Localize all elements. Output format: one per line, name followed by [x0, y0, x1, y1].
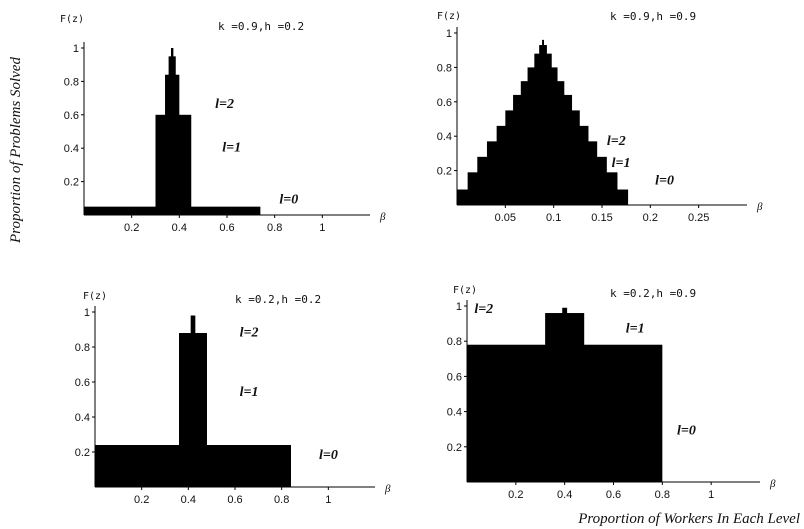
panel-2: 0.05 0.1 0.15 0.2 0.25 0.2 0.4 0.6 0.8 1 F(z) β k =0…: [437, 10, 763, 224]
step-bar: [190, 315, 196, 487]
level-label: l=2: [607, 134, 626, 149]
panel-3: 0.2 0.4 0.6 0.8 1 0.2 0.4 0.6 0.8 1 F(z) β k =0.2,h …: [75, 291, 391, 506]
x-tick-label: 0.6: [219, 222, 234, 234]
panel-4: 0.2 0.4 0.6 0.8 1 0.2 0.4 0.6 0.8 1 F(z) β k =0.2,h …: [447, 285, 776, 501]
x-tick-label: 0.4: [557, 489, 572, 501]
x-tick-label: 0.2: [124, 222, 139, 234]
x-tick-label: 0.6: [606, 489, 621, 501]
y-tick-label: 0.8: [75, 342, 90, 354]
y-tick-label: 1: [84, 307, 90, 319]
y-tick-label: 0.2: [437, 166, 452, 178]
param-label: k =0.9,h =0.9: [610, 10, 696, 23]
x-tick-label: 0.05: [495, 212, 516, 224]
level-label: l=2: [215, 97, 234, 112]
x-tick-label: 0.4: [172, 222, 187, 234]
y-tick-label: 0.4: [75, 412, 90, 424]
level-label: l=0: [655, 173, 674, 188]
level-label: l=1: [612, 156, 631, 171]
y-tick-label: 0.8: [447, 336, 462, 348]
y-axis-label: F(z): [83, 291, 107, 302]
x-tick-label: 0.2: [508, 489, 523, 501]
panel-1: 0.2 0.4 0.6 0.8 1 0.2 0.4 0.6 0.8 1 F(z) β k =0.9,h …: [60, 14, 386, 234]
x-tick-label: 0.8: [274, 494, 289, 506]
figure-y-label: Proportion of Problems Solved: [8, 57, 24, 244]
x-axis-label: β: [756, 201, 763, 213]
y-tick-label: 0.4: [64, 143, 79, 155]
x-axis-label: β: [384, 483, 391, 495]
x-tick-label: 0.2: [643, 212, 658, 224]
step-bar: [542, 39, 544, 205]
param-label: k =0.2,h =0.9: [610, 287, 696, 300]
x-axis-label: β: [379, 211, 386, 223]
y-tick-label: 0.2: [64, 177, 79, 189]
x-tick-label: 0.1: [546, 212, 561, 224]
level-label: l=1: [240, 385, 259, 400]
y-tick-label: 1: [73, 43, 79, 55]
level-label: l=0: [677, 423, 696, 438]
y-tick-label: 0.6: [447, 371, 462, 383]
y-tick-label: 0.6: [437, 97, 452, 109]
level-label: l=2: [474, 302, 493, 317]
level-label: l=0: [319, 448, 338, 463]
level-label: l=2: [240, 326, 259, 341]
y-tick-label: 0.2: [447, 442, 462, 454]
x-tick-label: 0.15: [591, 212, 612, 224]
x-axis-label: β: [769, 478, 776, 490]
x-tick-label: 0.8: [655, 489, 670, 501]
x-tick-label: 0.8: [267, 222, 282, 234]
y-tick-label: 0.6: [75, 377, 90, 389]
y-tick-label: 0.4: [447, 407, 462, 419]
y-tick-label: 0.4: [437, 131, 452, 143]
x-tick-label: 0.2: [134, 494, 149, 506]
figure-x-label: Proportion of Workers In Each Level: [577, 511, 800, 527]
y-axis-label: F(z): [453, 285, 477, 296]
y-tick-label: 0.8: [64, 76, 79, 88]
param-label: k =0.2,h =0.2: [235, 293, 321, 306]
x-tick-label: 1: [708, 489, 714, 501]
x-tick-label: 1: [325, 494, 331, 506]
y-tick-label: 1: [446, 28, 452, 40]
step-bar: [170, 48, 174, 215]
y-tick-label: 0.6: [64, 110, 79, 122]
step-bar: [562, 307, 568, 482]
x-tick-label: 0.25: [688, 212, 709, 224]
param-label: k =0.9,h =0.2: [218, 20, 304, 33]
y-axis-label: F(z): [437, 11, 461, 22]
level-label: l=1: [222, 141, 241, 156]
x-tick-label: 1: [319, 222, 325, 234]
level-label: l=0: [279, 192, 298, 207]
level-label: l=1: [626, 321, 645, 336]
y-tick-label: 0.8: [437, 62, 452, 74]
y-tick-label: 0.2: [75, 447, 90, 459]
x-tick-label: 0.6: [227, 494, 242, 506]
x-tick-label: 0.4: [181, 494, 196, 506]
y-tick-label: 1: [456, 301, 462, 313]
y-axis-label: F(z): [60, 14, 84, 25]
